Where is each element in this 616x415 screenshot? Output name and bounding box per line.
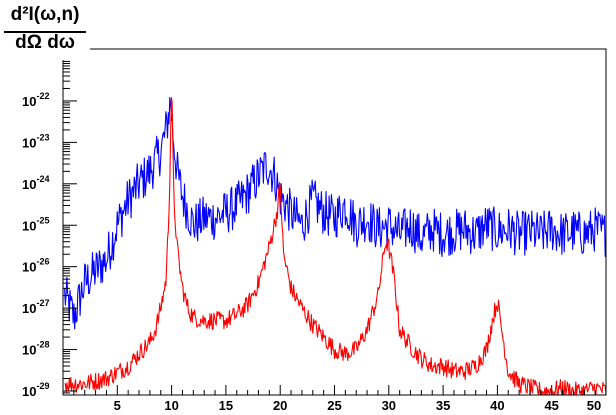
- y-tick-label: 10-26: [22, 257, 49, 275]
- x-tick-label: 15: [219, 398, 233, 413]
- x-tick-label: 50: [587, 398, 601, 413]
- y-tick-label: 10-27: [22, 298, 49, 316]
- series-layer: [64, 97, 607, 396]
- y-tick-label: 10-25: [22, 215, 49, 233]
- series-line: [64, 97, 607, 330]
- y-tick-label: 10-24: [22, 174, 49, 192]
- y-tick-label: 10-29: [22, 381, 49, 399]
- x-tick-label: 30: [382, 398, 396, 413]
- x-tick-label: 40: [490, 398, 504, 413]
- y-axis-title-numerator: d²I(ω,n): [10, 4, 80, 25]
- axes-layer: 5 10 15 20 25 30 35 40 45 50 10-29 10-28 10-27 10-26 1…: [22, 48, 607, 413]
- x-tick-label: 5: [114, 398, 121, 413]
- x-tick-label: 10: [164, 398, 178, 413]
- y-axis-title-denominator: dΩ dω: [15, 32, 75, 53]
- y-tick-label: 10-22: [22, 91, 49, 109]
- series-line: [64, 97, 607, 396]
- y-tick-label: 10-23: [22, 132, 49, 150]
- x-tick-label: 20: [273, 398, 287, 413]
- y-axis-title: d²I(ω,n) dΩ dω: [0, 0, 90, 60]
- x-tick-label: 45: [544, 398, 558, 413]
- x-tick-label: 35: [436, 398, 450, 413]
- y-axis-title-fraction-bar: [4, 31, 86, 33]
- y-tick-label: 10-28: [22, 340, 49, 358]
- x-tick-label: 25: [327, 398, 341, 413]
